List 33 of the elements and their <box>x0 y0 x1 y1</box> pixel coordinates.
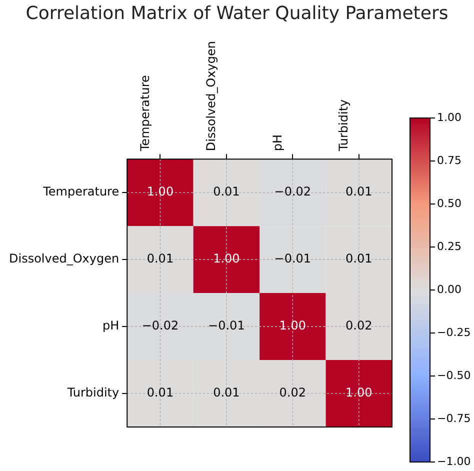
data-label: 0.01 <box>213 386 240 400</box>
data-label: −0.02 <box>142 318 179 333</box>
x-tick-label: pH <box>270 134 284 152</box>
data-label: 0.01 <box>346 184 372 199</box>
data-label: 0.01 <box>346 252 372 266</box>
color-bar-label: 0.25 <box>437 240 462 253</box>
color-bar-label: −0.25 <box>437 326 471 339</box>
data-label: 1.00 <box>346 386 372 400</box>
color-bar-label: 0.50 <box>437 196 462 210</box>
y-tick-label: Dissolved_Oxygen <box>9 252 120 266</box>
data-label: 0.01 <box>146 252 174 266</box>
color-bar-label: −0.75 <box>437 412 471 425</box>
data-label: 1.00 <box>279 318 306 333</box>
y-tick-label: pH <box>102 318 120 333</box>
chart-title: Correlation Matrix of Water Quality Parameters <box>24 3 450 24</box>
y-tick-label: Temperature <box>42 184 120 199</box>
data-label: −0.02 <box>274 184 312 199</box>
x-tick-label: Dissolved_Oxygen <box>204 41 218 152</box>
color-bar-label: −1.00 <box>437 454 471 468</box>
data-label: 0.01 <box>146 386 174 400</box>
data-label: −0.01 <box>208 318 245 333</box>
y-tick-label: Turbidity <box>66 386 120 400</box>
color-bar-label: −0.50 <box>437 368 471 382</box>
color-bar-label: 0.75 <box>437 154 462 167</box>
data-label: −0.01 <box>274 252 312 266</box>
data-label: 0.02 <box>346 318 372 333</box>
data-label: 1.00 <box>146 184 174 199</box>
data-label: 0.01 <box>213 184 240 199</box>
data-label: 1.00 <box>213 252 240 266</box>
color-bar-label: 0.00 <box>437 282 462 296</box>
data-label: 0.02 <box>279 386 306 400</box>
color-bar-label: 1.00 <box>437 110 462 124</box>
x-tick-label: Turbidity <box>336 99 351 152</box>
